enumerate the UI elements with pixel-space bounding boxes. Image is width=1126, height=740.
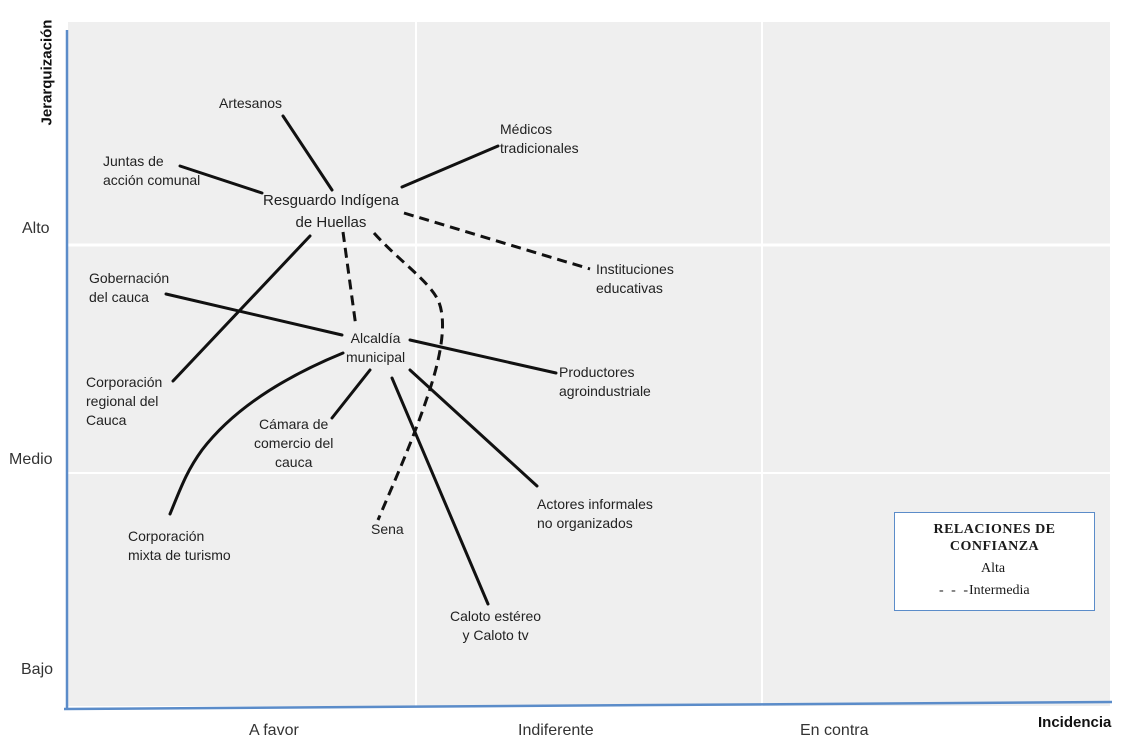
link-medicos-resguardo xyxy=(400,144,500,189)
node-medicos: Médicos tradicionales xyxy=(500,121,579,156)
legend-intermedia-dashes: - - - xyxy=(939,583,970,598)
node-alcaldia: Alcaldía municipal xyxy=(346,330,406,365)
y-level-bajo: Bajo xyxy=(21,661,54,678)
node-resguardo: Resguardo Indígena de Huellas xyxy=(263,192,399,231)
node-gobernacion: Gobernación del cauca xyxy=(89,270,170,305)
y-level-alto: Alto xyxy=(22,220,50,237)
node-juntas: Juntas de acción comunal xyxy=(103,153,201,188)
x-axis xyxy=(63,700,1113,711)
y-level-medio: Medio xyxy=(9,451,53,468)
x-level-indiferente: Indiferente xyxy=(518,722,594,739)
x-axis-title: Incidencia xyxy=(1038,714,1112,731)
link-juntas-resguardo xyxy=(178,164,264,195)
node-corp-regional: Corporación regional del Cauca xyxy=(86,374,163,428)
link-resguardo-corp-regional xyxy=(171,234,312,383)
node-camara: Cámara de comercio del cauca xyxy=(254,416,334,470)
link-alcaldia-productores xyxy=(408,338,558,375)
x-level-a-favor: A favor xyxy=(249,722,299,739)
node-productores: Productores agroindustriale xyxy=(559,364,651,399)
link-alcaldia-caloto xyxy=(390,376,490,606)
y-axis-title: Jerarquización xyxy=(38,19,56,126)
link-alcaldia-camara xyxy=(330,368,372,420)
node-artesanos: Artesanos xyxy=(219,95,283,111)
node-caloto: Caloto estéreo y Caloto tv xyxy=(450,608,542,643)
link-resguardo-sena xyxy=(372,232,445,521)
x-level-en-contra: En contra xyxy=(800,722,869,739)
link-resguardo-instituciones xyxy=(403,211,591,271)
legend-alta-label: Alta xyxy=(981,561,1006,576)
legend-title: RELACIONES DE CONFIANZA xyxy=(933,522,1056,554)
link-alcaldia-corp-mixta xyxy=(168,351,345,516)
node-corp-mixta: Corporación mixta de turismo xyxy=(128,528,231,563)
node-actores: Actores informales no organizados xyxy=(537,496,653,531)
legend-box: RELACIONES DE CONFIANZA Alta - - - Inter… xyxy=(894,512,1095,611)
node-sena: Sena xyxy=(371,521,404,537)
link-gobernacion-alcaldia xyxy=(164,292,344,337)
link-artesanos-resguardo xyxy=(281,114,334,192)
node-instituciones: Instituciones educativas xyxy=(596,261,674,296)
legend-intermedia-label: Intermedia xyxy=(969,583,1030,598)
